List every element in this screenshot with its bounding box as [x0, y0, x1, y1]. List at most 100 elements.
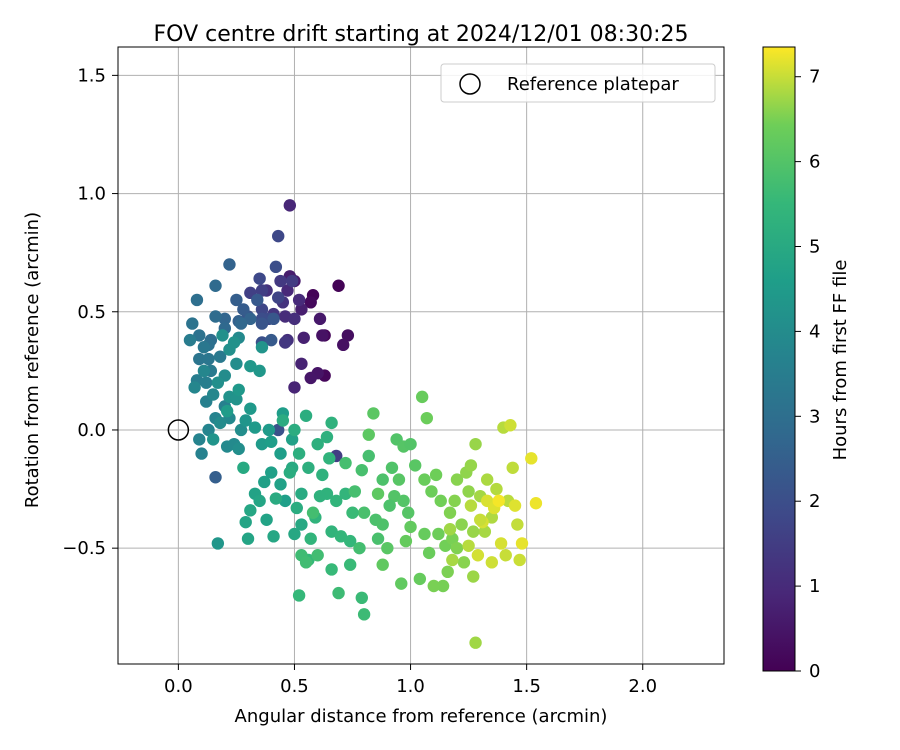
y-tick-label: 1.5 — [77, 65, 106, 86]
data-point — [348, 485, 362, 498]
data-point — [346, 506, 359, 519]
data-point — [399, 534, 413, 548]
data-point — [376, 558, 389, 571]
data-point — [323, 452, 336, 465]
data-point — [332, 586, 345, 600]
data-point — [425, 485, 438, 498]
data-point — [253, 272, 266, 285]
data-point — [464, 499, 478, 512]
data-point — [362, 428, 375, 441]
plot-frame — [117, 46, 725, 665]
data-point — [404, 520, 417, 534]
colorbar-ticks: 0 1 2 3 4 5 6 7 — [795, 67, 820, 682]
data-point — [494, 537, 508, 550]
data-point — [397, 494, 410, 508]
data-point — [420, 411, 434, 425]
data-point — [206, 433, 220, 446]
data-point — [255, 341, 269, 354]
y-axis-ticks: −0.5 0.0 0.5 1.0 1.5 — [62, 65, 118, 559]
data-point — [371, 487, 385, 500]
data-point — [413, 572, 427, 586]
data-point — [469, 437, 482, 451]
data-point — [218, 312, 232, 326]
data-point — [381, 541, 394, 555]
data-point — [267, 530, 280, 543]
data-point — [295, 487, 308, 500]
data-point — [253, 364, 266, 378]
data-point — [480, 473, 494, 486]
data-point — [209, 279, 222, 292]
data-point — [193, 329, 206, 342]
data-point — [230, 393, 243, 406]
data-point — [457, 556, 471, 569]
data-point — [260, 513, 273, 526]
data-point — [450, 473, 464, 486]
data-point — [339, 456, 352, 470]
y-tick-label: 0.0 — [77, 420, 106, 441]
data-point — [404, 437, 417, 451]
data-point — [281, 284, 294, 297]
data-point — [357, 506, 371, 519]
data-point — [504, 419, 517, 432]
data-point — [292, 447, 306, 460]
data-point — [230, 293, 243, 307]
data-point — [265, 333, 278, 347]
data-point — [209, 310, 222, 323]
data-point — [288, 423, 301, 437]
data-point — [330, 494, 343, 508]
reference-point-marker — [167, 419, 190, 441]
data-point — [295, 518, 308, 531]
data-point — [285, 274, 299, 288]
data-point — [255, 303, 269, 316]
colorbar-tick-label: 2 — [809, 491, 820, 512]
data-point — [325, 416, 338, 430]
data-point — [376, 518, 389, 531]
data-point — [200, 376, 213, 389]
data-point — [276, 414, 290, 427]
data-point — [237, 461, 250, 474]
data-point — [295, 303, 308, 316]
data-point — [343, 558, 357, 571]
data-point — [186, 317, 199, 330]
data-point — [434, 494, 447, 508]
data-point — [467, 525, 480, 538]
data-point — [383, 499, 396, 512]
data-point — [499, 549, 512, 562]
data-point — [244, 402, 257, 415]
data-point — [313, 312, 327, 326]
data-point — [211, 537, 225, 550]
data-point — [183, 333, 197, 347]
data-points — [183, 199, 543, 649]
legend-entry-reference: Reference platepar — [507, 74, 679, 95]
data-point — [392, 473, 406, 486]
data-point — [441, 565, 454, 579]
x-tick-label: 0.5 — [280, 676, 309, 697]
data-point — [376, 473, 389, 486]
data-point — [285, 433, 299, 446]
data-point — [211, 376, 225, 389]
data-point — [290, 501, 303, 515]
data-point — [202, 423, 215, 437]
data-point — [292, 589, 306, 602]
colorbar: 0 1 2 3 4 5 6 7 Hours from first FF file — [762, 46, 851, 682]
data-point — [306, 506, 320, 519]
data-point — [474, 513, 487, 526]
data-point — [220, 404, 234, 418]
data-point — [209, 471, 222, 484]
data-point — [234, 423, 248, 437]
colorbar-tick-label: 3 — [809, 406, 820, 427]
data-point — [429, 468, 443, 482]
x-axis-ticks: 0.0 0.5 1.0 1.5 2.0 — [164, 664, 657, 697]
data-point — [253, 494, 266, 508]
data-point — [248, 421, 262, 434]
data-point — [402, 506, 415, 519]
data-point — [283, 466, 297, 479]
data-point — [278, 336, 292, 349]
data-point — [234, 317, 248, 330]
colorbar-tick-label: 0 — [809, 661, 820, 682]
data-point — [388, 489, 401, 503]
data-point — [193, 433, 206, 446]
data-point — [462, 539, 475, 553]
data-point — [292, 293, 306, 307]
data-point — [371, 532, 385, 545]
